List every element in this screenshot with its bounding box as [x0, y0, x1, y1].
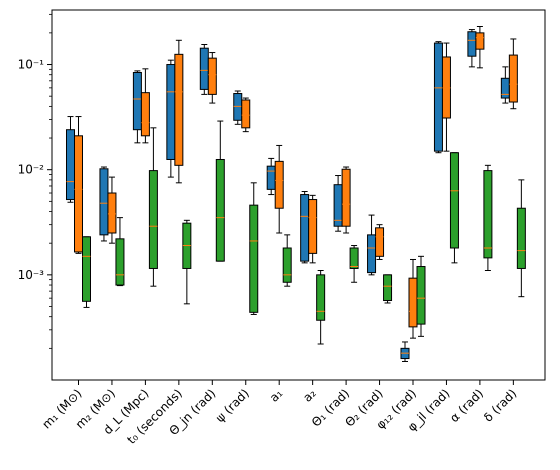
box-series-3	[383, 274, 393, 304]
box-iqr	[341, 168, 351, 227]
box-iqr	[449, 152, 459, 249]
box-iqr	[99, 168, 109, 236]
box-iqr	[282, 247, 292, 283]
box-series-3	[416, 255, 426, 337]
box-series-1	[400, 341, 410, 362]
box-iqr	[148, 170, 158, 269]
box-series-3	[115, 217, 125, 287]
box-iqr	[483, 170, 493, 259]
box-series-3	[215, 120, 225, 262]
box-series-2	[241, 97, 251, 133]
box-series-2	[475, 25, 485, 69]
box-series-3	[249, 182, 259, 315]
box-series-1	[199, 44, 209, 95]
box-iqr	[416, 266, 426, 325]
box-iqr	[308, 199, 318, 254]
box-iqr	[74, 135, 83, 253]
box-iqr	[475, 32, 485, 50]
box-iqr	[66, 129, 75, 201]
box-iqr	[199, 47, 209, 90]
box-iqr	[166, 64, 176, 160]
box-iqr	[266, 165, 276, 190]
box-series-3	[483, 164, 493, 271]
y-tick-label: 10⁻³	[18, 268, 45, 282]
y-tick-label: 10⁻¹	[18, 58, 45, 72]
box-iqr	[516, 207, 526, 269]
box-iqr	[408, 277, 418, 328]
y-tick-label: 10⁻²	[18, 163, 45, 177]
box-series-2	[74, 116, 83, 254]
box-iqr	[215, 158, 225, 262]
box-iqr	[233, 93, 243, 121]
box-iqr	[467, 31, 477, 57]
box-series-2	[207, 52, 217, 104]
box-iqr	[300, 194, 310, 262]
box-series-2	[441, 42, 451, 152]
box-series-2	[107, 176, 117, 244]
box-iqr	[140, 92, 150, 137]
box-series-3	[148, 127, 158, 287]
box-series-3	[282, 234, 292, 287]
box-iqr	[433, 42, 443, 152]
box-iqr	[207, 57, 217, 95]
box-iqr	[82, 236, 91, 302]
box-series-1	[433, 41, 443, 154]
box-series-3	[449, 152, 459, 264]
box-series-2	[375, 224, 385, 260]
box-series-2	[308, 194, 318, 264]
box-iqr	[107, 192, 117, 234]
box-series-2	[341, 166, 351, 234]
box-series-2	[174, 39, 184, 184]
box-iqr	[274, 160, 284, 209]
box-series-1	[300, 191, 310, 264]
box-series-2	[508, 38, 518, 110]
box-iqr	[249, 204, 259, 313]
box-series-2	[140, 68, 150, 144]
box-series-3	[82, 236, 91, 308]
y-axis: 10⁻³ 10⁻² 10⁻¹	[18, 13, 52, 349]
box-series-3	[516, 179, 526, 298]
box-series-1	[99, 166, 109, 242]
box-iqr	[115, 238, 125, 286]
box-series-1	[233, 90, 243, 125]
box-iqr	[383, 274, 393, 302]
box-iqr	[349, 247, 359, 269]
box-iqr	[375, 227, 385, 257]
box-iqr	[508, 54, 518, 103]
box-series-2	[274, 144, 284, 234]
box-series-2	[408, 258, 418, 339]
box-series-3	[316, 269, 326, 345]
box-series-3	[182, 219, 192, 305]
box-iqr	[174, 53, 184, 166]
box-iqr	[132, 71, 142, 131]
box-series-1	[166, 59, 176, 178]
box-iqr	[316, 274, 326, 321]
box-series-1	[500, 66, 510, 104]
box-iqr	[500, 77, 510, 99]
box-series-3	[349, 245, 359, 283]
plot-frame	[51, 9, 546, 381]
box-series-1	[66, 116, 75, 203]
box-iqr	[241, 99, 251, 129]
boxes-layer	[66, 25, 526, 362]
box-iqr	[367, 234, 377, 274]
